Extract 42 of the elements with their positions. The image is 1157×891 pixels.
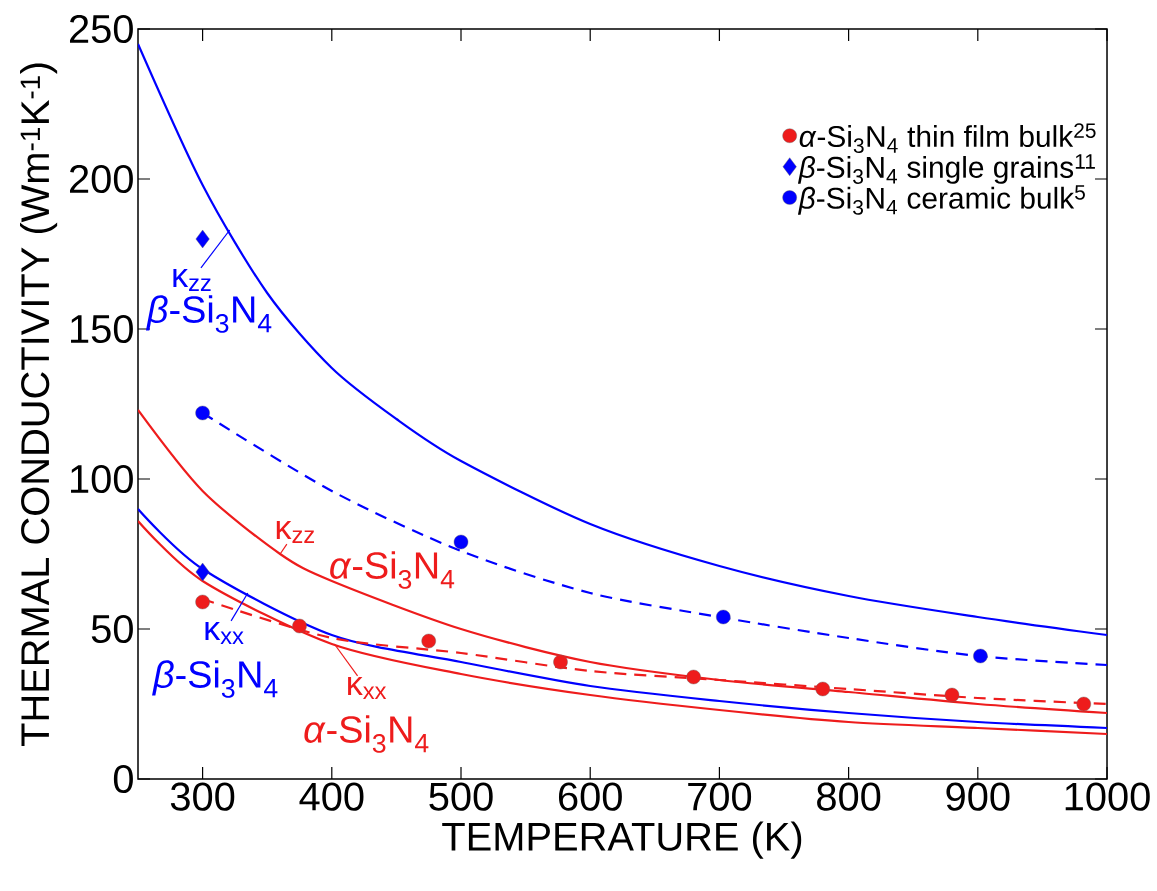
x-tick-label: 400 (299, 782, 364, 811)
point (553, 654, 568, 670)
annotation: κ$_{zz}$ (276, 521, 315, 543)
annotation: κ$_{xx}$ (348, 677, 387, 699)
x-axis-title: TEMPERATURE (K) (442, 821, 802, 859)
point (195, 405, 210, 421)
legend-label: α-Si$_{3}$N$_{4}$ thin film bulk$^{25}$ (799, 123, 1096, 154)
annotation: α-Si$_{3}$N$_{4}$ (330, 551, 455, 589)
y-tick-label: 50 (91, 614, 133, 644)
y-tick-label: 100 (71, 464, 133, 494)
point (453, 534, 469, 550)
point (815, 681, 830, 697)
point (292, 618, 307, 634)
y-tick-label: 150 (71, 314, 133, 344)
x-tick-label: 300 (170, 782, 235, 811)
point (195, 594, 210, 610)
point (716, 609, 731, 625)
legend-label: β-Si$_{3}$N$_{4}$ single grains$^{11}$ (797, 154, 1095, 184)
annotation: κ$_{zz}$ (173, 269, 211, 291)
annotation: α-Si$_{3}$N$_{4}$ (304, 715, 429, 753)
line-series (138, 408, 1108, 715)
y-tick-label: 250 (69, 14, 133, 44)
x-tick-label: 1000 (1065, 782, 1150, 811)
y-axis-title: THERMAL CONDUCTIVITY (Wm$^{-1}$K$^{-1}$) (20, 63, 58, 747)
annotation: β-Si$_{3}$N$_{4}$ (152, 660, 278, 698)
point (686, 669, 701, 685)
point (421, 633, 436, 649)
x-tick-label: 500 (429, 782, 493, 811)
x-tick-label: 900 (946, 782, 1010, 811)
annotation: κ$_{xx}$ (205, 622, 244, 644)
x-tick-label: 700 (688, 782, 752, 811)
x-tick-label: 800 (817, 782, 881, 811)
y-tick-label: 0 (113, 764, 133, 794)
y-tick-label: 200 (69, 164, 133, 194)
annotation: β-Si$_{3}$N$_{4}$ (145, 295, 272, 333)
point (973, 648, 988, 664)
point (1076, 696, 1091, 712)
x-tick-label: 600 (558, 782, 622, 811)
point (195, 229, 210, 249)
point (195, 562, 210, 582)
legend-label: β-Si$_{3}$N$_{4}$ ceramic bulk$^{5}$ (797, 185, 1085, 215)
point (944, 687, 960, 703)
